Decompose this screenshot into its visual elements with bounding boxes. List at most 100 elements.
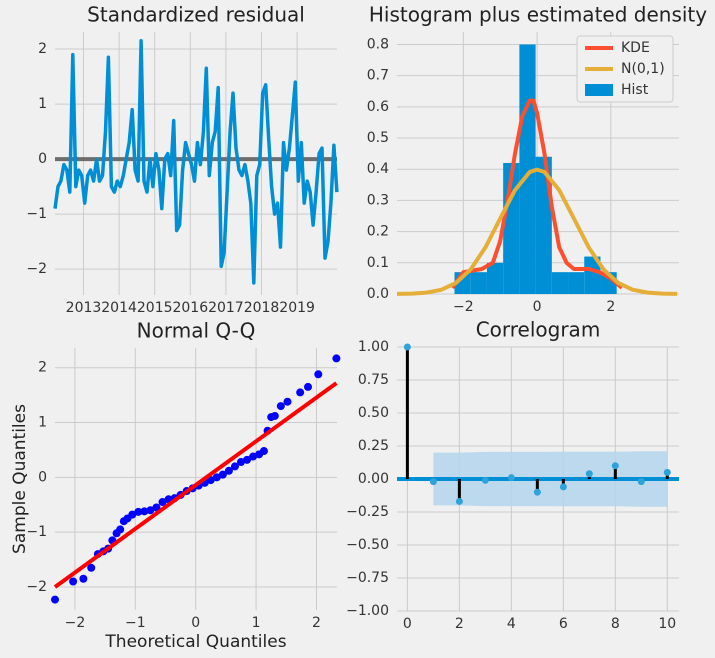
y-axis-label: Sample Quantiles — [10, 404, 30, 554]
qq-point — [296, 388, 305, 397]
y-tick-label: 1 — [38, 96, 47, 112]
residual-line — [53, 39, 339, 285]
y-tick-label: −0.25 — [346, 504, 389, 520]
qq-point — [158, 498, 167, 507]
qq-point — [230, 462, 239, 471]
x-tick-label: 2018 — [244, 300, 280, 316]
x-tick-label: 2017 — [208, 300, 244, 316]
hist-bar — [568, 272, 585, 294]
y-tick-label: −1 — [26, 206, 47, 222]
qq-point — [314, 370, 323, 379]
y-tick-label: 1 — [38, 415, 47, 431]
stem-marker — [663, 468, 671, 476]
qq-point — [218, 470, 227, 479]
y-tick-label: −2 — [26, 579, 47, 595]
qq-point — [128, 510, 137, 519]
qq-point — [140, 507, 149, 516]
qq-point — [283, 397, 292, 406]
y-tick-label: 0.5 — [367, 130, 389, 146]
x-tick-label: 0 — [533, 299, 542, 315]
qq-point — [249, 452, 258, 461]
qq-point — [116, 525, 125, 534]
qq-point — [152, 503, 161, 512]
x-tick-label: 2013 — [66, 300, 102, 316]
y-tick-label: −0.50 — [346, 537, 389, 553]
stem-marker — [455, 497, 463, 505]
qq-point — [259, 447, 268, 456]
stem-marker — [429, 478, 437, 486]
fit-line — [53, 381, 338, 589]
x-tick-label: 1 — [252, 615, 261, 631]
qq-point — [332, 354, 341, 363]
qq-point — [270, 411, 279, 420]
y-tick-label: −0.75 — [346, 570, 389, 586]
legend-label: N(0,1) — [621, 61, 665, 77]
stem-marker — [533, 488, 541, 496]
x-tick-label: 2 — [312, 615, 321, 631]
stem-marker — [481, 476, 489, 484]
x-tick-label: 6 — [559, 616, 568, 632]
qq-point — [87, 563, 96, 572]
density-line — [450, 98, 624, 290]
x-tick-label: 2 — [606, 299, 615, 315]
y-tick-label: 0.4 — [367, 161, 389, 177]
y-tick-label: 0.50 — [358, 405, 389, 421]
qq-point — [146, 506, 155, 515]
legend-swatch — [585, 84, 613, 96]
y-tick-label: 0 — [38, 469, 47, 485]
hist-bar — [486, 262, 504, 294]
y-tick-label: 0.0 — [367, 286, 389, 302]
stem-marker — [637, 478, 645, 486]
qq-point — [276, 402, 285, 411]
hist-bar — [584, 256, 601, 294]
x-tick-label: 2014 — [101, 300, 137, 316]
qq-point — [79, 574, 88, 583]
y-tick-label: 2 — [38, 360, 47, 376]
y-tick-label: −1.00 — [346, 603, 389, 619]
stem-marker — [559, 483, 567, 491]
x-tick-label: 8 — [611, 616, 620, 632]
x-tick-label: 0 — [403, 616, 412, 632]
panel-title: Histogram plus estimated density — [369, 3, 707, 27]
y-tick-label: 0.1 — [367, 255, 389, 271]
x-tick-label: 2019 — [279, 300, 315, 316]
qq-point — [69, 577, 78, 586]
y-tick-label: 0.8 — [367, 36, 389, 52]
x-tick-label: 10 — [658, 616, 676, 632]
stem-marker — [507, 474, 515, 482]
qq-point — [134, 507, 143, 516]
y-tick-label: 0.6 — [367, 99, 389, 115]
y-tick-label: 0.2 — [367, 224, 389, 240]
qq-point — [304, 382, 313, 391]
x-tick-label: −2 — [453, 299, 474, 315]
x-tick-label: 2 — [455, 616, 464, 632]
stem-marker — [403, 343, 411, 351]
qq-point — [236, 458, 245, 467]
qq-point — [212, 473, 221, 482]
panel-title: Correlogram — [476, 318, 601, 342]
x-tick-label: 0 — [191, 615, 200, 631]
panel-title: Normal Q-Q — [137, 319, 256, 343]
y-tick-label: 0.25 — [358, 438, 389, 454]
qq-point — [51, 595, 59, 604]
qq-point — [243, 455, 252, 464]
qq-point — [206, 476, 215, 485]
hist-bar — [551, 272, 569, 294]
stem-marker — [585, 470, 593, 478]
y-tick-label: 1.00 — [358, 339, 389, 355]
x-tick-label: −2 — [65, 615, 86, 631]
hist-bar — [470, 272, 487, 294]
panel-title: Standardized residual — [87, 3, 305, 27]
stem-marker — [611, 462, 619, 470]
y-tick-label: 0.3 — [367, 192, 389, 208]
qq-point — [224, 466, 233, 475]
y-tick-label: −2 — [26, 261, 47, 277]
density-line — [396, 167, 678, 296]
y-tick-label: 0.75 — [358, 372, 389, 388]
y-tick-label: 2 — [38, 41, 47, 57]
legend-label: Hist — [621, 82, 649, 98]
y-tick-label: −1 — [26, 524, 47, 540]
y-tick-label: 0.7 — [367, 68, 389, 84]
hist-bar — [519, 44, 536, 294]
